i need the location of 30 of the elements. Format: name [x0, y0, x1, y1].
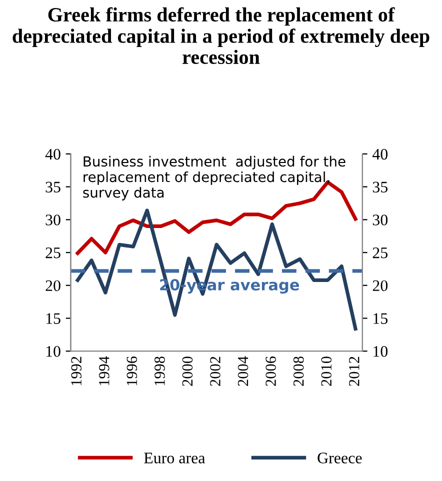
legend-label: Euro area	[144, 452, 206, 464]
x-tick-label: 2000	[182, 356, 193, 386]
y-tick-label: 40	[45, 148, 60, 160]
y2-tick-label: 15	[374, 313, 388, 324]
x-tick-label: 1994	[99, 356, 110, 386]
x-tick-label: 2004	[238, 356, 248, 386]
legend-label: Greece	[318, 452, 362, 464]
x-tick-label: 1998	[154, 356, 165, 386]
chart-title: Greek firms deferred the replacement of depreciated capital in a period of extremely deep recession	[12, 7, 430, 64]
y2-tick-label: 30	[372, 214, 388, 226]
y2-tick-label: 25	[372, 247, 388, 258]
y-tick-label: 20	[46, 280, 60, 292]
x-tick-label: 1996	[126, 356, 138, 386]
y-tick-label: 10	[46, 346, 60, 357]
y-tick-label: 15	[46, 313, 60, 324]
x-tick-label: 2008	[293, 356, 304, 386]
y2-tick-label: 10	[374, 346, 388, 357]
y2-tick-label: 40	[372, 148, 388, 160]
y-tick-label: 25	[46, 247, 60, 258]
x-tick-label: 2010	[321, 356, 332, 386]
x-tick-label: 2002	[210, 356, 220, 386]
y2-tick-label: 20	[372, 280, 388, 292]
x-tick-label: 2012	[349, 356, 360, 386]
x-tick-label: 1992	[71, 356, 82, 386]
y-tick-label: 35	[46, 182, 60, 192]
x-tick-label: 2006	[266, 356, 276, 386]
y2-tick-label: 35	[372, 182, 388, 192]
line-series	[76, 208, 358, 331]
y-tick-label: 30	[46, 214, 60, 226]
annotation: Business investment adjusted for the replacement of depreciated capital, survey data	[83, 156, 346, 200]
